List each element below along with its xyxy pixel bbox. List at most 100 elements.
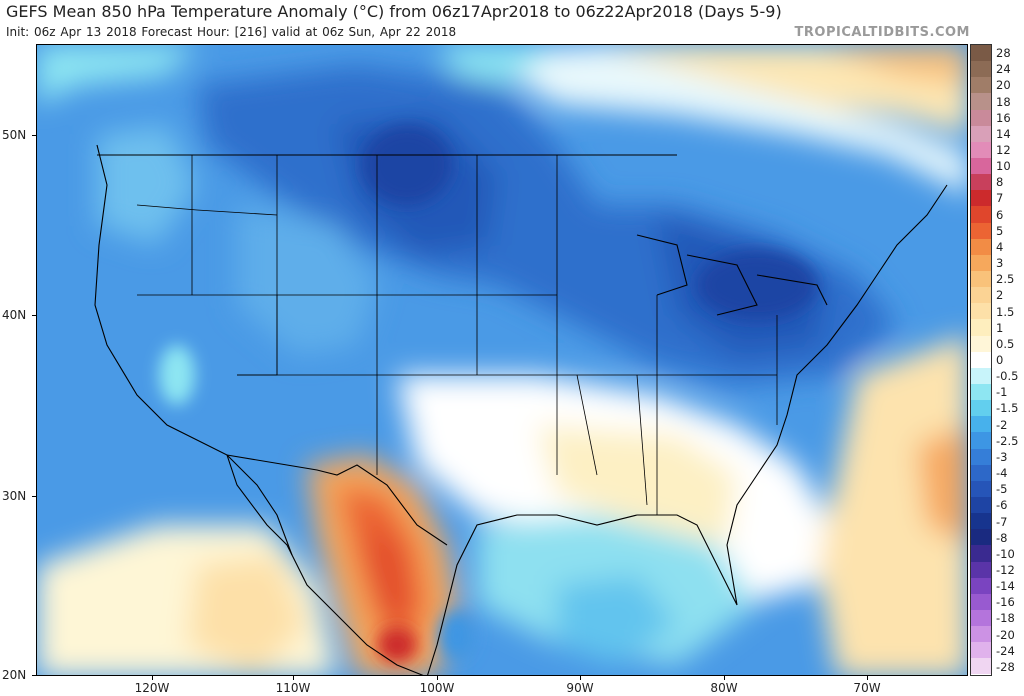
colorbar-segment [971, 593, 991, 610]
lon-label-80w: 80W [710, 681, 738, 695]
colorbar-segment [971, 513, 991, 530]
colorbar-label: 12 [996, 143, 1011, 157]
colorbar-label: -2 [996, 417, 1008, 432]
lon-label-120w: 120W [134, 681, 170, 695]
map-svg [37, 45, 967, 675]
lon-label-90w: 90W [566, 681, 594, 695]
colorbar-label: 2.5 [996, 272, 1015, 287]
colorbar-segment [971, 254, 991, 271]
colorbar-label: 2 [996, 288, 1004, 303]
lon-tick [580, 676, 581, 680]
colorbar-label: -0.5 [996, 369, 1019, 384]
lat-tick [32, 496, 36, 497]
colorbar-segment [971, 77, 991, 94]
lat-tick [32, 315, 36, 316]
lat-tick [32, 675, 36, 676]
map-subtitle: Init: 06z Apr 13 2018 Forecast Hour: [21… [6, 25, 457, 39]
colorbar-segment [971, 626, 991, 643]
colorbar-label: 5 [996, 223, 1004, 238]
colorbar-segment [971, 287, 991, 304]
lat-label-20n: 20N [2, 668, 27, 682]
colorbar-label: -2.5 [996, 433, 1019, 448]
lon-tick [867, 676, 868, 680]
colorbar-segment [971, 157, 991, 175]
colorbar-segment [971, 367, 991, 384]
lat-label-40n: 40N [2, 308, 27, 322]
colorbar-segment [971, 448, 991, 465]
lat-tick [32, 135, 36, 136]
colorbar-segment [971, 561, 991, 578]
colorbar-segment [971, 109, 991, 126]
colorbar-label: -14 [996, 579, 1015, 594]
colorbar-segment [971, 125, 991, 142]
colorbar-label: -20 [996, 627, 1015, 642]
colorbar-segment [971, 577, 991, 594]
colorbar-label: 10 [996, 159, 1011, 174]
colorbar-segment [971, 93, 991, 110]
colorbar-label: -3 [996, 449, 1008, 464]
colorbar-label: 3 [996, 256, 1004, 271]
colorbar-segment [971, 432, 991, 449]
colorbar-segment [971, 658, 991, 675]
colorbar-segment [971, 529, 991, 546]
colorbar-label: -28 [996, 659, 1015, 674]
colorbar-label: 24 [996, 62, 1011, 77]
colorbar-segment [971, 141, 991, 158]
colorbar-label: -7 [996, 514, 1008, 529]
colorbar-segment [971, 464, 991, 481]
colorbar-segment [971, 496, 991, 514]
colorbar-label: -5 [996, 482, 1008, 497]
colorbar-label: -4 [996, 466, 1008, 481]
colorbar-segment [971, 174, 991, 191]
colorbar-segment [971, 545, 991, 562]
colorbar-label: 0 [996, 353, 1004, 367]
colorbar-segment [971, 416, 991, 433]
colorbar-label: 14 [996, 126, 1011, 141]
colorbar-label: -6 [996, 498, 1008, 513]
colorbar-segment [971, 480, 991, 497]
colorbar-segment [971, 642, 991, 659]
lon-label-70w: 70W [853, 681, 881, 695]
colorbar-label: 16 [996, 110, 1011, 125]
colorbar-segment [971, 238, 991, 255]
colorbar-label: 28 [996, 46, 1011, 61]
colorbar-segment [971, 351, 991, 368]
colorbar-label: 1 [996, 320, 1004, 335]
colorbar [970, 44, 992, 676]
colorbar-label: 1.5 [996, 304, 1015, 319]
anomaly-map [36, 44, 968, 676]
colorbar-label: -10 [996, 546, 1015, 561]
colorbar-label: 8 [996, 175, 1004, 190]
lat-label-50n: 50N [2, 128, 27, 142]
colorbar-segment [971, 222, 991, 239]
lat-label-30n: 30N [2, 489, 27, 503]
colorbar-segment [971, 319, 991, 336]
colorbar-label: 4 [996, 239, 1004, 254]
colorbar-label: -16 [996, 595, 1015, 610]
colorbar-segment [971, 206, 991, 223]
colorbar-label: -18 [996, 611, 1015, 626]
lon-tick [293, 676, 294, 680]
lon-tick [152, 676, 153, 680]
colorbar-segment [971, 45, 991, 62]
colorbar-label: -1 [996, 385, 1008, 400]
colorbar-label: -8 [996, 530, 1008, 545]
colorbar-segment [971, 609, 991, 627]
colorbar-label: 6 [996, 207, 1004, 222]
lon-tick [437, 676, 438, 680]
colorbar-label: 20 [996, 78, 1011, 93]
lon-label-110w: 110W [275, 681, 311, 695]
lon-label-100w: 100W [419, 681, 455, 695]
colorbar-label: -1.5 [996, 401, 1019, 416]
colorbar-label: 0.5 [996, 336, 1015, 351]
coastlines [94, 144, 948, 675]
colorbar-label: 18 [996, 94, 1011, 109]
lon-tick [724, 676, 725, 680]
colorbar-segment [971, 335, 991, 352]
colorbar-label: -24 [996, 643, 1015, 658]
colorbar-label: -12 [996, 563, 1015, 577]
colorbar-segment [971, 400, 991, 417]
state-borders [136, 155, 778, 515]
brand-watermark[interactable]: TROPICALTIDBITS.COM [794, 25, 970, 40]
colorbar-label: 7 [996, 191, 1004, 206]
